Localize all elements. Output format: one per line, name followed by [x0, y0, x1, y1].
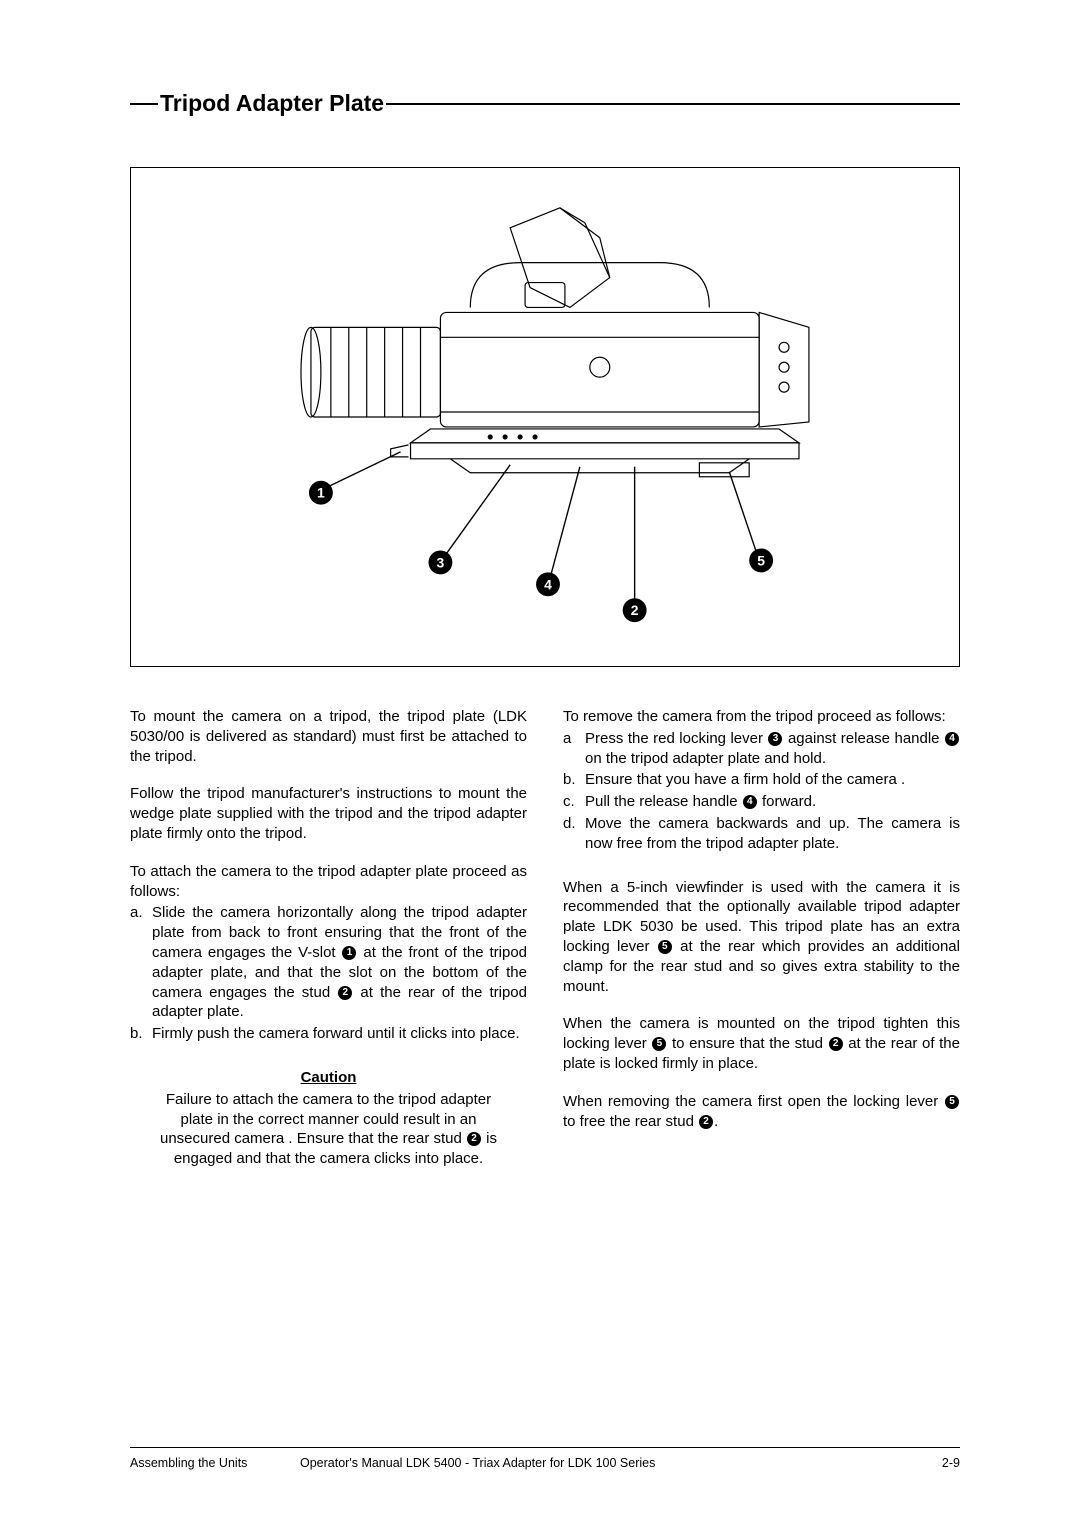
right-list-c: c. Pull the release handle 4 forward.	[563, 792, 960, 812]
ref-3-icon: 3	[768, 732, 782, 746]
body-columns: To mount the camera on a tripod, the tri…	[130, 707, 960, 1169]
callout-4: 4	[544, 576, 552, 592]
ref-5-icon: 5	[652, 1037, 666, 1051]
figure-box: 1 3 4 2 5	[130, 167, 960, 667]
ref-5-icon: 5	[658, 940, 672, 954]
left-p1: To mount the camera on a tripod, the tri…	[130, 707, 527, 766]
ref-2-icon: 2	[338, 986, 352, 1000]
list-text: Press the red locking lever 3 against re…	[585, 729, 960, 769]
list-label: a	[563, 729, 585, 769]
callout-1: 1	[317, 485, 325, 501]
section-heading-row: Tripod Adapter Plate	[130, 90, 960, 117]
footer-left: Assembling the Units	[130, 1456, 300, 1470]
heading-rule	[386, 103, 960, 105]
section-heading: Tripod Adapter Plate	[158, 90, 386, 117]
list-label: a.	[130, 903, 152, 1022]
ref-2-icon: 2	[699, 1115, 713, 1129]
right-p2: When a 5-inch viewfinder is used with th…	[563, 878, 960, 997]
ref-2-icon: 2	[467, 1132, 481, 1146]
ref-5-icon: 5	[945, 1095, 959, 1109]
list-text: Move the camera backwards and up. The ca…	[585, 814, 960, 854]
page-footer: Assembling the Units Operator's Manual L…	[130, 1447, 960, 1470]
list-text: Ensure that you have a firm hold of the …	[585, 770, 960, 790]
list-label: d.	[563, 814, 585, 854]
right-list-d: d. Move the camera backwards and up. The…	[563, 814, 960, 854]
right-p3: When the camera is mounted on the tripod…	[563, 1014, 960, 1073]
camera-illustration: 1 3 4 2 5	[131, 168, 959, 666]
heading-dash	[130, 103, 158, 105]
ref-4-icon: 4	[743, 795, 757, 809]
list-text: Firmly push the camera forward until it …	[152, 1024, 527, 1044]
callout-3: 3	[437, 554, 445, 570]
list-text: Pull the release handle 4 forward.	[585, 792, 960, 812]
callout-2: 2	[631, 602, 639, 618]
caution-heading: Caution	[130, 1068, 527, 1088]
left-column: To mount the camera on a tripod, the tri…	[130, 707, 527, 1169]
ref-1-icon: 1	[342, 946, 356, 960]
footer-page-number: 2-9	[900, 1456, 960, 1470]
left-p3: To attach the camera to the tripod adapt…	[130, 862, 527, 902]
list-label: b.	[130, 1024, 152, 1044]
right-list-a: a Press the red locking lever 3 against …	[563, 729, 960, 769]
caution-body: Failure to attach the camera to the trip…	[130, 1090, 527, 1169]
callout-5: 5	[757, 552, 765, 568]
left-list-a: a. Slide the camera horizontally along t…	[130, 903, 527, 1022]
right-p1: To remove the camera from the tripod pro…	[563, 707, 960, 727]
right-column: To remove the camera from the tripod pro…	[563, 707, 960, 1169]
left-p2: Follow the tripod manufacturer's instruc…	[130, 784, 527, 843]
list-label: c.	[563, 792, 585, 812]
footer-center: Operator's Manual LDK 5400 - Triax Adapt…	[300, 1456, 900, 1470]
list-text: Slide the camera horizontally along the …	[152, 903, 527, 1022]
ref-2-icon: 2	[829, 1037, 843, 1051]
right-list-b: b. Ensure that you have a firm hold of t…	[563, 770, 960, 790]
left-list-b: b. Firmly push the camera forward until …	[130, 1024, 527, 1044]
list-label: b.	[563, 770, 585, 790]
ref-4-icon: 4	[945, 732, 959, 746]
right-p4: When removing the camera first open the …	[563, 1092, 960, 1132]
